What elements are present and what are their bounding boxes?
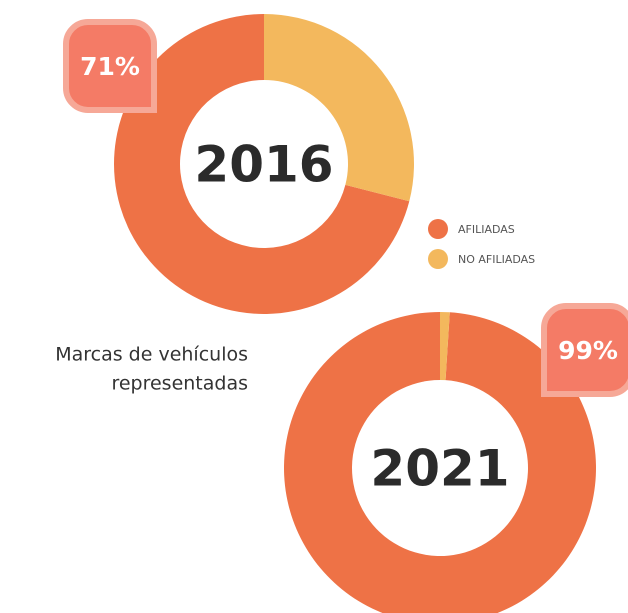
value-badge [63,19,157,113]
donut-center-label: 2021 [370,440,509,498]
caption-line: representadas [111,373,248,395]
donut-slice [264,14,414,202]
legend-swatch [428,249,448,269]
value-label: 99% [558,336,618,365]
donut-slice [284,312,596,613]
legend-swatch [428,219,448,239]
donut-slice [440,312,450,381]
value-label: 71% [80,52,140,81]
caption-line: Marcas de vehículos [55,344,248,366]
legend-label: NO AFILIADAS [458,253,535,266]
value-badge [541,303,628,397]
donut-center-label: 2016 [194,136,333,194]
donut-slice [114,14,410,314]
legend-label: AFILIADAS [458,223,515,236]
